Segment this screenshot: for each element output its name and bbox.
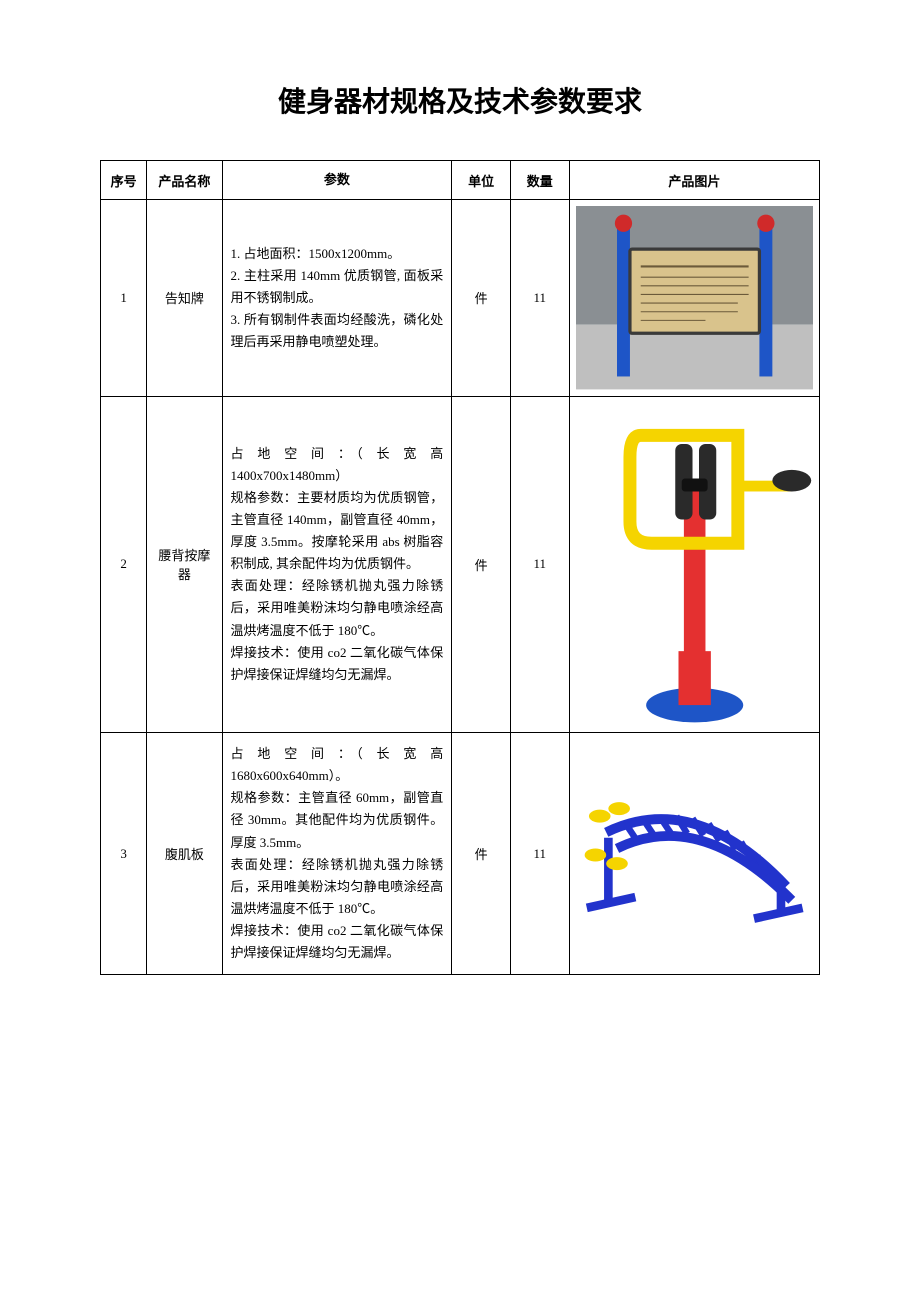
table-row: 1 告知牌 1. 占地面积：1500x1200mm。 2. 主柱采用 140mm…	[101, 200, 820, 396]
col-header-param: 参数	[222, 161, 452, 200]
cell-param: 占 地 空 间 ：（ 长 宽 高 1680x600x640mm）。 规格参数：主…	[222, 733, 452, 975]
cell-qty: 11	[510, 200, 569, 396]
spec-table: 序号 产品名称 参数 单位 数量 产品图片 1 告知牌 1. 占地面积：1500…	[100, 160, 820, 975]
col-header-unit: 单位	[452, 161, 511, 200]
cell-qty: 11	[510, 396, 569, 733]
back-massager-icon	[576, 403, 813, 727]
page-title: 健身器材规格及技术参数要求	[100, 80, 820, 120]
cell-idx: 1	[101, 200, 147, 396]
header-row: 序号 产品名称 参数 单位 数量 产品图片	[101, 161, 820, 200]
cell-unit: 件	[452, 200, 511, 396]
table-row: 3 腹肌板 占 地 空 间 ：（ 长 宽 高 1680x600x640mm）。 …	[101, 733, 820, 975]
cell-name: 腹肌板	[147, 733, 222, 975]
cell-name: 腰背按摩器	[147, 396, 222, 733]
col-header-idx: 序号	[101, 161, 147, 200]
cell-unit: 件	[452, 733, 511, 975]
cell-img	[569, 200, 819, 396]
cell-idx: 3	[101, 733, 147, 975]
cell-name: 告知牌	[147, 200, 222, 396]
cell-param: 占 地 空 间 ：（ 长 宽 高 1400x700x1480mm） 规格参数：主…	[222, 396, 452, 733]
cell-qty: 11	[510, 733, 569, 975]
cell-param: 1. 占地面积：1500x1200mm。 2. 主柱采用 140mm 优质钢管,…	[222, 200, 452, 396]
col-header-qty: 数量	[510, 161, 569, 200]
cell-img	[569, 396, 819, 733]
cell-img	[569, 733, 819, 975]
cell-unit: 件	[452, 396, 511, 733]
notice-board-icon	[576, 206, 813, 389]
cell-idx: 2	[101, 396, 147, 733]
col-header-name: 产品名称	[147, 161, 222, 200]
table-row: 2 腰背按摩器 占 地 空 间 ：（ 长 宽 高 1400x700x1480mm…	[101, 396, 820, 733]
situp-board-icon	[576, 773, 813, 935]
col-header-img: 产品图片	[569, 161, 819, 200]
